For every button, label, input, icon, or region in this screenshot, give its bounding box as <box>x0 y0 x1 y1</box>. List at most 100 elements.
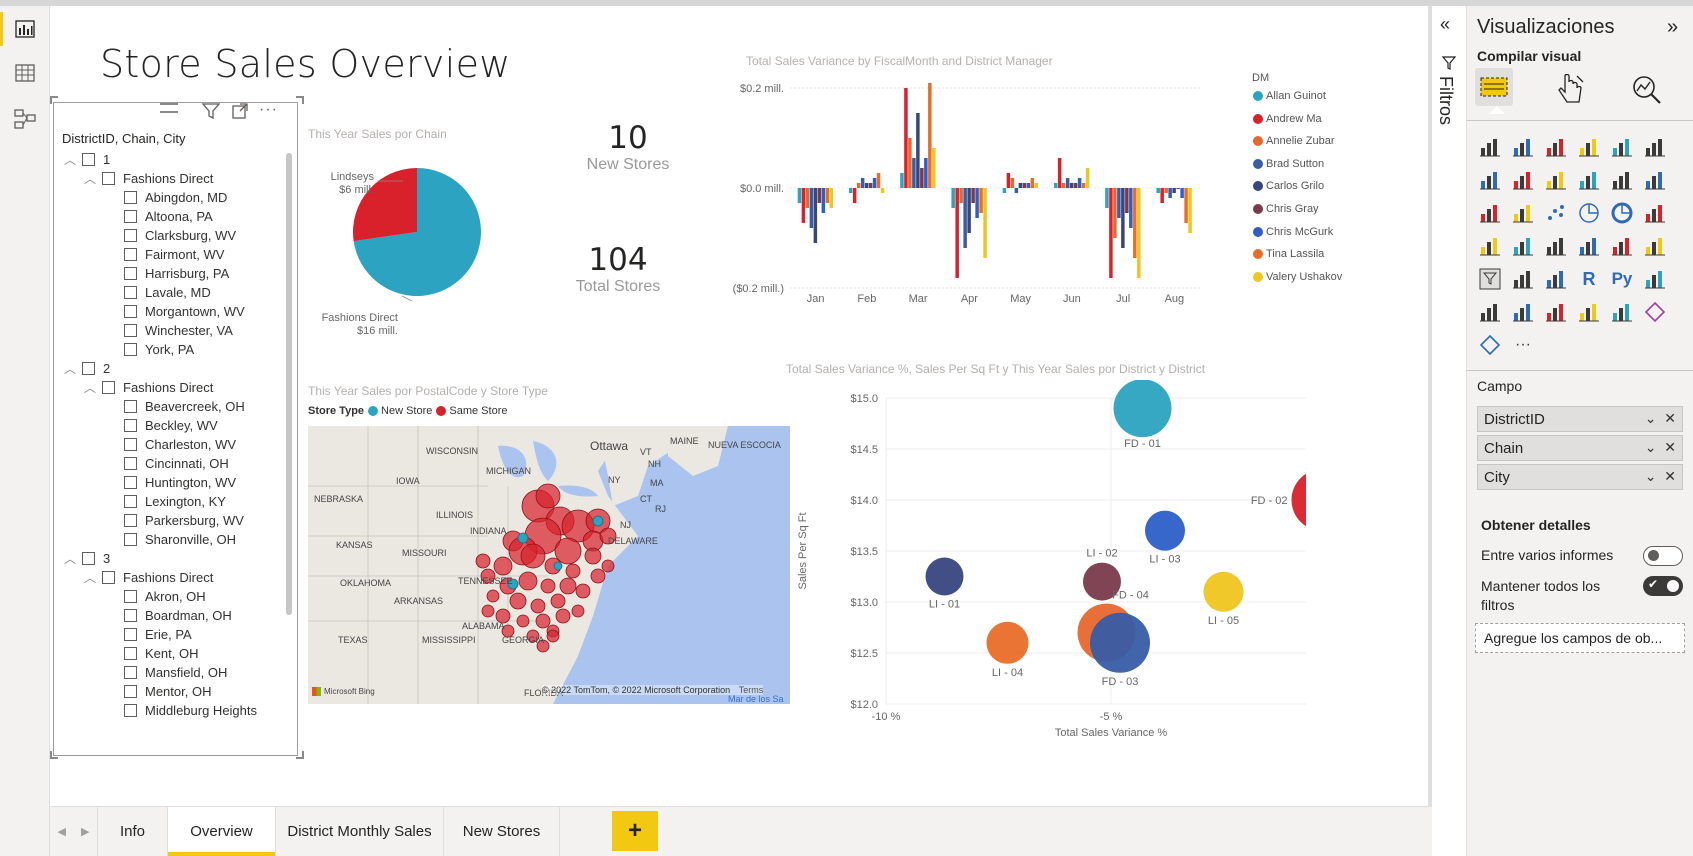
bar-chris-gray[interactable] <box>971 188 975 203</box>
bar-annelie-zubar[interactable] <box>1061 183 1066 188</box>
bar-legend-item[interactable]: Chris McGurk <box>1253 226 1333 238</box>
donut-icon[interactable] <box>1609 200 1635 226</box>
city-slicer[interactable]: ··· DistrictID, Chain, City ︿ 1 ︿ Fashions … <box>53 101 298 756</box>
format-visual-icon[interactable] <box>1557 73 1587 111</box>
multirow-card-icon[interactable] <box>1609 233 1635 259</box>
map-bubble-same-store[interactable] <box>480 568 496 584</box>
pie-chart[interactable]: Lindseys $6 mill. Fashions Direct $16 mi… <box>308 146 538 346</box>
collapse-viz-icon[interactable]: » <box>1667 16 1679 38</box>
map-bubble-same-store[interactable] <box>530 598 546 614</box>
bar-chris-mcgurk[interactable] <box>1129 188 1133 228</box>
bar-andrew-ma[interactable] <box>1160 188 1164 203</box>
stacked-area-icon[interactable] <box>1543 167 1569 193</box>
bar-chris-mcgurk[interactable] <box>821 188 826 213</box>
resize-handle[interactable] <box>50 96 58 104</box>
checkbox[interactable] <box>124 665 137 679</box>
bar-carlos-grilo[interactable] <box>813 188 818 243</box>
bar-carlos-grilo[interactable] <box>1172 188 1176 193</box>
chevron-up-icon[interactable]: ︿ <box>84 380 97 395</box>
slicer-city-row[interactable]: Beavercreek, OH <box>124 396 245 416</box>
district-bubble-chart[interactable]: $15.0 $14.5 $14.0 $13.5 $13.0 $12.5 $12.0-10 %… <box>786 380 1306 740</box>
bar-brad-sutton[interactable] <box>1117 188 1121 218</box>
slicer-city-row[interactable]: Erie, PA <box>124 624 192 644</box>
100-bar-icon[interactable] <box>1609 134 1635 160</box>
map-bubble-same-store[interactable] <box>565 563 581 579</box>
chevron-up-icon[interactable]: ︿ <box>64 551 77 566</box>
line-column-icon[interactable] <box>1576 167 1602 193</box>
qa-icon[interactable] <box>1510 299 1536 325</box>
bar-annelie-zubar[interactable] <box>959 188 963 203</box>
filled-map-icon[interactable] <box>1510 233 1536 259</box>
bar-chris-gray[interactable] <box>1022 183 1027 188</box>
map-bubble-same-store[interactable] <box>481 604 495 618</box>
map-bubble-same-store[interactable] <box>535 483 561 509</box>
python-visual-icon[interactable]: Py <box>1611 269 1633 288</box>
analytics-icon[interactable] <box>1631 74 1663 111</box>
chevron-up-icon[interactable]: ︿ <box>84 570 97 585</box>
add-page-button[interactable]: + <box>612 811 658 851</box>
slicer-city-row[interactable]: Harrisburg, PA <box>124 263 229 283</box>
checkbox[interactable] <box>124 608 137 622</box>
more-options-icon[interactable]: ··· <box>259 101 278 118</box>
map-bubble-same-store[interactable] <box>559 577 577 595</box>
checkbox[interactable] <box>124 456 137 470</box>
bar-carlos-grilo[interactable] <box>1121 188 1125 248</box>
bar-tina-lassila[interactable] <box>1133 188 1137 258</box>
slicer-city-row[interactable]: Sharonville, OH <box>124 529 236 549</box>
line-clustered-icon[interactable] <box>1609 167 1635 193</box>
map-bubble-same-store[interactable] <box>599 527 617 545</box>
bar-valery-ushakov[interactable] <box>1034 183 1039 188</box>
bar-chris-mcgurk[interactable] <box>1180 188 1184 198</box>
chevron-down-icon[interactable]: ⌄ <box>1644 439 1657 455</box>
bar-brad-sutton[interactable] <box>809 188 814 228</box>
checkbox[interactable] <box>124 475 137 489</box>
close-icon[interactable]: ✕ <box>1664 439 1676 455</box>
bar-andrew-ma[interactable] <box>852 188 857 203</box>
bar-andrew-ma[interactable] <box>955 188 959 278</box>
bar-chris-gray[interactable] <box>817 188 822 203</box>
bar-brad-sutton[interactable] <box>1014 188 1019 193</box>
slicer-city-row[interactable]: Lexington, KY <box>124 491 226 511</box>
slicer-district-row[interactable]: ︿ 3 <box>64 548 110 568</box>
map-bubble-same-store[interactable] <box>550 593 566 609</box>
data-view-icon[interactable] <box>8 56 42 90</box>
bar-allan-guinot[interactable] <box>848 188 853 193</box>
map-bubble-new-store[interactable] <box>507 578 519 590</box>
bar-chris-mcgurk[interactable] <box>1026 183 1031 188</box>
bar-tina-lassila[interactable] <box>928 83 932 188</box>
bar-carlos-grilo[interactable] <box>916 113 920 188</box>
bar-chris-mcgurk[interactable] <box>924 158 928 188</box>
resize-handle[interactable] <box>50 751 58 759</box>
chevron-down-icon[interactable]: ⌄ <box>1644 468 1657 484</box>
field-well-districtid[interactable]: DistrictID ⌄ ✕ <box>1477 406 1683 432</box>
diamond-icon[interactable] <box>1642 299 1668 325</box>
bar-andrew-ma[interactable] <box>801 188 806 223</box>
bar-legend-item[interactable]: Carlos Grilo <box>1253 180 1324 192</box>
checkbox[interactable] <box>124 304 137 318</box>
bar-legend-item[interactable]: Chris Gray <box>1253 203 1319 215</box>
smart-narrative-icon[interactable] <box>1576 299 1602 325</box>
bar-chris-mcgurk[interactable] <box>975 188 979 218</box>
slicer-city-row[interactable]: Akron, OH <box>124 586 206 606</box>
map-bubble-same-store[interactable] <box>601 559 615 573</box>
bar-carlos-grilo[interactable] <box>1069 183 1074 188</box>
slicer-city-row[interactable]: Morgantown, WV <box>124 301 245 321</box>
slicer-district-row[interactable]: ︿ 1 <box>64 149 110 169</box>
bar-chris-gray[interactable] <box>1176 188 1180 189</box>
chevron-down-icon[interactable]: ⌄ <box>1644 410 1657 426</box>
bar-valery-ushakov[interactable] <box>829 188 834 208</box>
line-chart-icon[interactable] <box>1477 167 1503 193</box>
slicer-city-row[interactable]: Mentor, OH <box>124 681 211 701</box>
bar-valery-ushakov[interactable] <box>1137 188 1141 278</box>
bar-allan-guinot[interactable] <box>1053 183 1058 188</box>
checkbox[interactable] <box>102 380 115 394</box>
expand-filters-icon[interactable]: « <box>1440 14 1451 34</box>
report-view-icon[interactable] <box>0 12 42 46</box>
bar-chris-gray[interactable] <box>1125 188 1129 213</box>
bar-chris-gray[interactable] <box>868 183 873 188</box>
slicer-city-row[interactable]: Charleston, WV <box>124 434 236 454</box>
slicer-city-row[interactable]: York, PA <box>124 339 194 359</box>
resize-handle[interactable] <box>296 751 304 759</box>
map-bubble-same-store[interactable] <box>546 629 560 643</box>
bubble-fd-03[interactable] <box>1090 612 1150 673</box>
